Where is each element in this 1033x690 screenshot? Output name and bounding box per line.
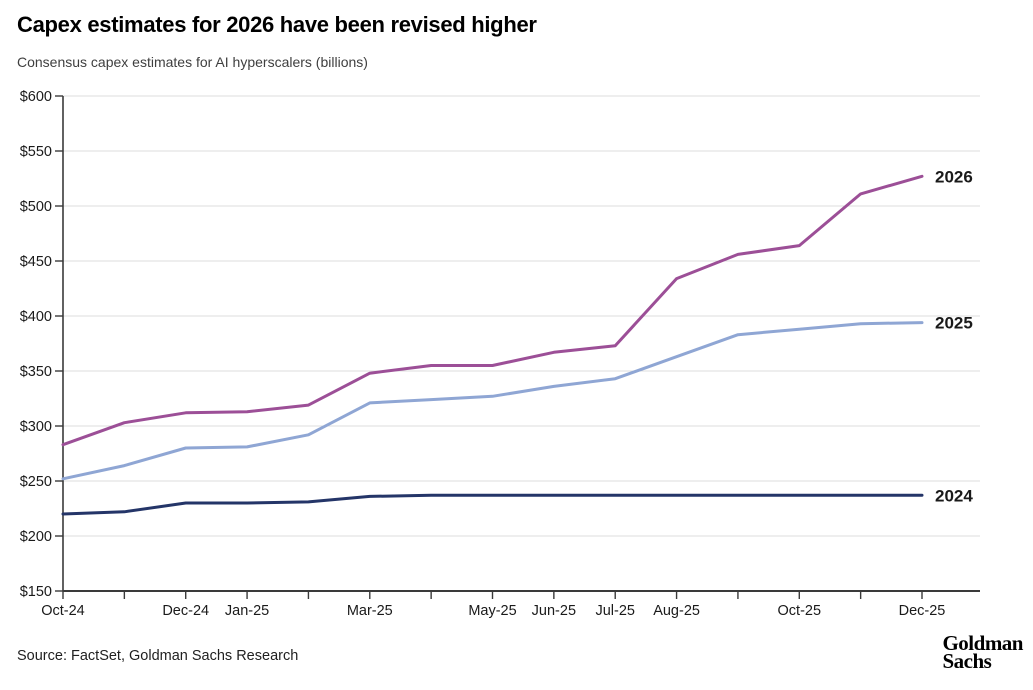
x-tick-label: Oct-25 — [778, 603, 822, 619]
series-label-2026: 2026 — [935, 167, 973, 186]
series-line-2024 — [61, 493, 924, 516]
x-tick-label: Dec-25 — [899, 603, 946, 619]
y-tick-label: $150 — [20, 584, 52, 600]
x-tick-label: Aug-25 — [653, 603, 700, 619]
logo-line-1: Goldman — [942, 631, 1023, 655]
x-tick-label: Oct-24 — [41, 603, 85, 619]
y-tick-label: $200 — [20, 529, 52, 545]
x-tick-label: May-25 — [468, 603, 516, 619]
y-tick-label: $550 — [20, 144, 52, 160]
series-label-2024: 2024 — [935, 486, 973, 505]
y-tick-label: $300 — [20, 419, 52, 435]
logo-line-2: Sachs — [942, 648, 992, 673]
y-tick-label: $400 — [20, 309, 52, 325]
x-tick-label: Dec-24 — [162, 603, 209, 619]
y-tick-label: $600 — [20, 89, 52, 105]
series-line-2026 — [61, 174, 924, 447]
y-tick-label: $250 — [20, 474, 52, 490]
x-tick-label: Jul-25 — [595, 603, 635, 619]
y-tick-label: $450 — [20, 254, 52, 270]
goldman-sachs-logo: Goldman Sachs — [942, 631, 1023, 673]
source-note: Source: FactSet, Goldman Sachs Research — [17, 648, 299, 664]
x-tick-label: Jan-25 — [225, 603, 269, 619]
series-label-2025: 2025 — [935, 314, 973, 333]
chart-title: Capex estimates for 2026 have been revis… — [17, 12, 537, 37]
x-tick-label: Mar-25 — [347, 603, 393, 619]
y-tick-label: $350 — [20, 364, 52, 380]
series-line-2025 — [61, 321, 924, 481]
x-tick-label: Jun-25 — [532, 603, 576, 619]
y-tick-label: $500 — [20, 199, 52, 215]
chart-subtitle: Consensus capex estimates for AI hypersc… — [17, 54, 368, 70]
